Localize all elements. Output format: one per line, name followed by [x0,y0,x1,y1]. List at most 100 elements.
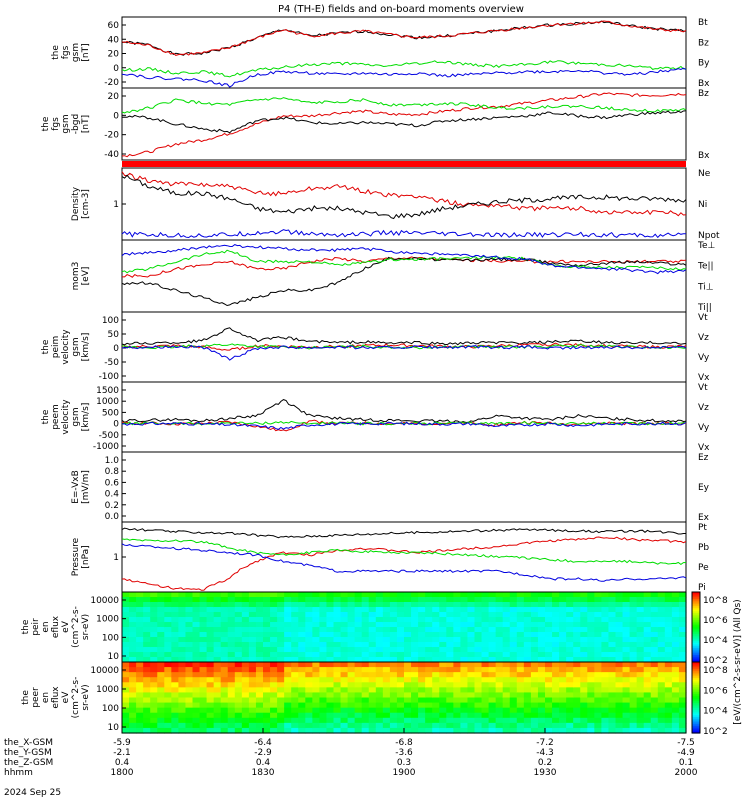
heatmap-cell [523,607,532,613]
heatmap-cell [502,642,511,648]
heatmap-cell [580,592,588,598]
y-axis-label-line: the [41,339,51,354]
heatmap-cell [608,662,617,668]
colorbar-cell [692,616,700,619]
heatmap-cell [192,662,201,668]
heatmap-cell [474,712,483,719]
heatmap-cell [263,672,271,678]
y-tick-label: 0.8 [105,467,120,477]
heatmap-cell [129,667,137,673]
heatmap-cell [312,672,320,678]
heatmap-cell [643,617,652,623]
series-line-Vt [121,399,687,424]
heatmap-cell [537,687,546,694]
heatmap-cell [516,652,525,658]
heatmap-cell [171,592,179,598]
heatmap-cell [411,612,419,618]
heatmap-cell [270,677,278,683]
heatmap-cell [537,672,546,678]
heatmap-cell [305,707,313,714]
heatmap-cell [368,632,377,638]
heatmap-cell [220,642,229,648]
heatmap-cell [537,667,546,673]
heatmap-cell [185,652,194,658]
heatmap-cell [220,687,229,694]
heatmap-cell [241,652,250,658]
heatmap-cell [657,667,666,673]
heatmap-cell [122,722,130,729]
heatmap-cell [382,677,391,683]
heatmap-cell [495,652,504,658]
heatmap-cell [368,702,377,709]
heatmap-cell [150,627,158,633]
heatmap-cell [206,712,215,719]
heatmap-cell [136,702,144,709]
colorbar-tick-label: 10^6 [703,616,728,626]
heatmap-cell [601,707,610,714]
heatmap-cell [650,642,659,648]
heatmap-cell [150,632,158,638]
heatmap-cell [220,712,229,719]
heatmap-cell [347,672,356,678]
heatmap-cell [488,717,497,724]
heatmap-cell [657,712,666,719]
heatmap-cell [530,607,539,613]
heatmap-cell [537,622,546,628]
heatmap-cell [474,612,483,618]
heatmap-cell [566,712,574,719]
heatmap-cell [368,677,377,683]
heatmap-cell [488,682,497,688]
heatmap-cell [354,692,363,699]
heatmap-cell [185,607,194,613]
heatmap-cell [347,722,356,729]
heatmap-cell [664,622,673,628]
heatmap-cell [432,707,440,714]
legend-label: Te⊥ [697,241,716,251]
heatmap-cell [516,677,525,683]
heatmap-cell [608,667,617,673]
heatmap-cell [650,712,659,719]
heatmap-cell [255,627,264,633]
heatmap-cell [580,612,588,618]
colorbar-cell [692,656,700,660]
colorbar-cell [692,695,700,699]
heatmap-cell [396,667,405,673]
heatmap-cell [234,617,243,623]
heatmap-cell [185,592,194,598]
heatmap-cell [523,592,532,598]
heatmap-cell [333,627,342,633]
heatmap-cell [453,657,461,663]
heatmap-cell [340,667,349,673]
heatmap-cell [545,652,553,658]
heatmap-cell [354,677,363,683]
heatmap-cell [340,692,349,699]
heatmap-cell [375,617,384,623]
heatmap-cell [206,717,215,724]
heatmap-cell [587,702,595,709]
heatmap-cell [643,712,652,719]
heatmap-cell [580,667,588,673]
heatmap-cell [573,657,581,663]
heatmap-cell [248,712,257,719]
heatmap-cell [643,697,652,704]
heatmap-cell [523,652,532,658]
heatmap-cell [622,592,631,598]
heatmap-cell [657,662,666,668]
heatmap-cell [411,707,419,714]
heatmap-cell [678,717,687,724]
heatmap-cell [552,712,560,719]
heatmap-cell [291,662,299,668]
heatmap-cell [678,687,687,694]
heatmap-cell [319,602,328,608]
heatmap-cell [220,607,229,613]
heatmap-cell [234,667,243,673]
heatmap-cell [453,692,461,699]
y-tick-label: 0 [113,420,119,430]
colorbar-cell [692,648,700,651]
heatmap-cell [389,592,398,598]
heatmap-cell [136,687,144,694]
heatmap-cell [248,677,257,683]
heatmap-cell [277,602,285,608]
heatmap-cell [509,722,518,729]
heatmap-cell [425,707,433,714]
